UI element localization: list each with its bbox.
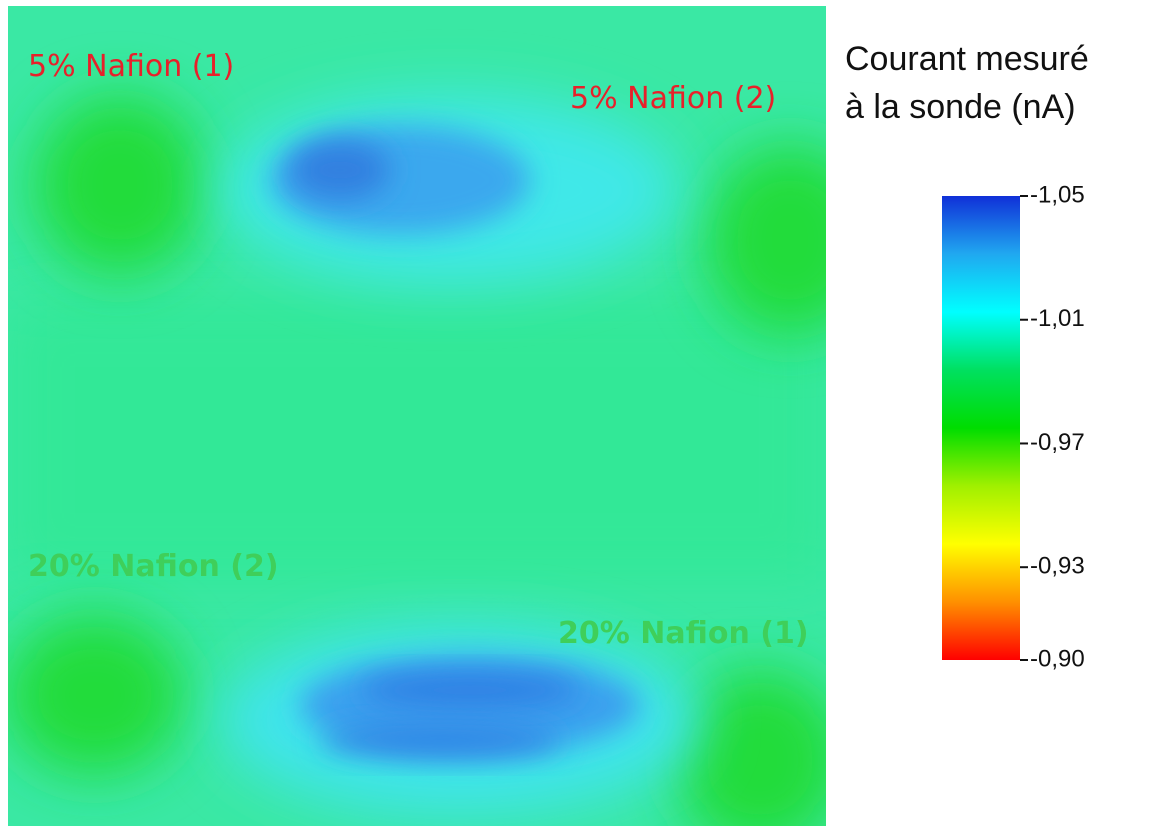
colorbar-title: Courant mesuré xyxy=(845,40,1089,78)
tick-label: -0,97 xyxy=(1030,429,1085,456)
colorbar-title: à la sonde (nA) xyxy=(845,88,1076,126)
tick-label: -1,05 xyxy=(1030,181,1085,208)
colorbar xyxy=(942,196,1020,660)
annotation: 5% Nafion (2) xyxy=(570,81,776,116)
heatmap-image xyxy=(8,6,826,826)
tick-label: -1,01 xyxy=(1030,305,1085,332)
annotation: 5% Nafion (1) xyxy=(28,49,234,84)
tick-label: -0,90 xyxy=(1030,645,1085,672)
tick-label: -0,93 xyxy=(1030,553,1085,580)
annotation: 20% Nafion (2) xyxy=(28,549,279,584)
annotation: 20% Nafion (1) xyxy=(558,616,809,651)
